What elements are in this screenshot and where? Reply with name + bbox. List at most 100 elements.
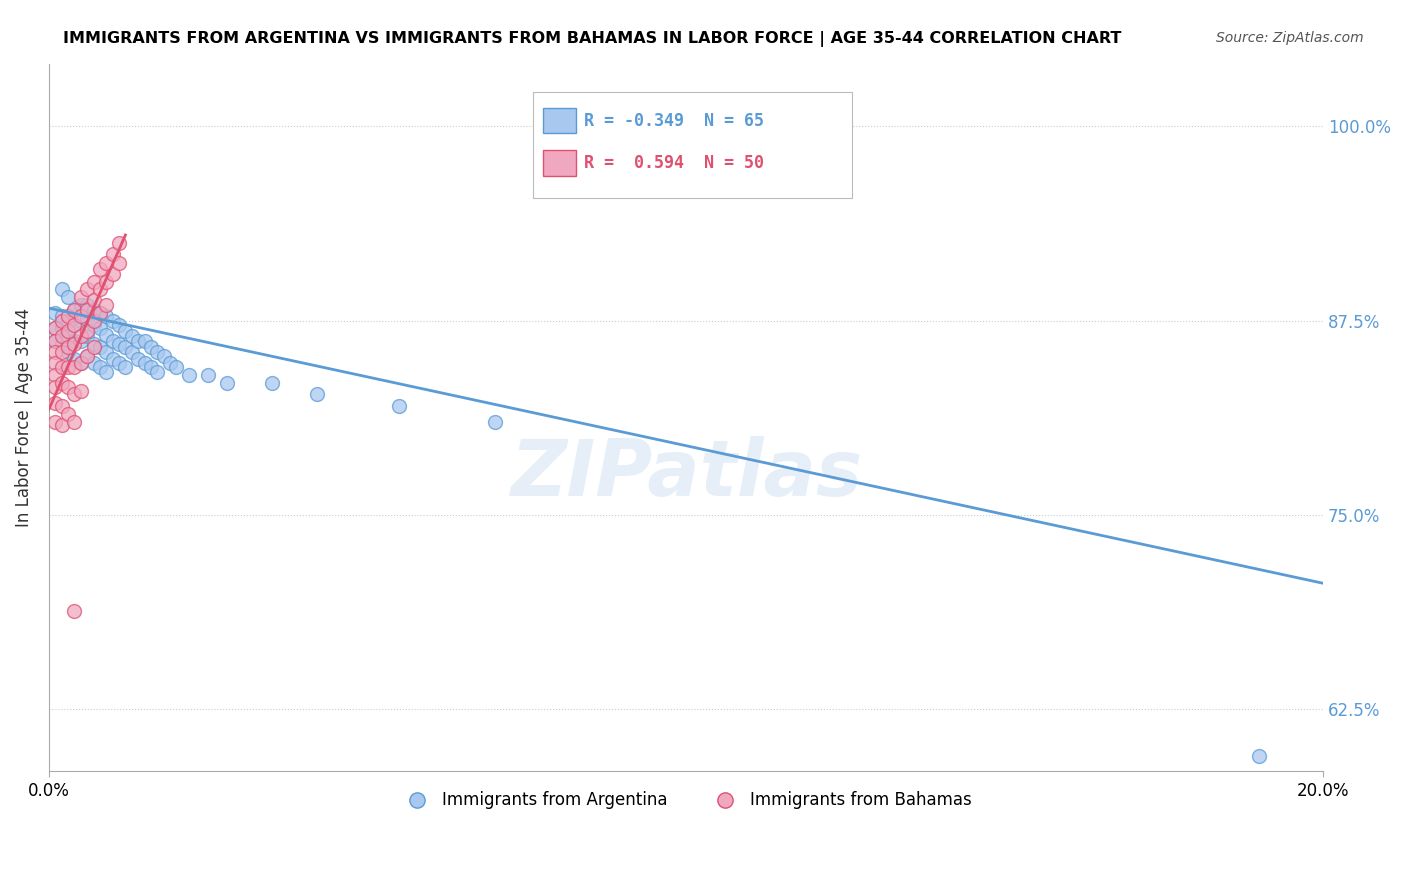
- Point: [76, 349, 98, 363]
- Point: [76, 349, 98, 363]
- Point: [76, 302, 98, 317]
- Point: [96, 275, 118, 289]
- Point: [51, 309, 73, 323]
- Point: [76, 312, 98, 326]
- Point: [139, 340, 162, 354]
- Point: [101, 246, 124, 260]
- Point: [89, 283, 111, 297]
- Point: [56, 309, 79, 323]
- Point: [484, 415, 506, 429]
- Point: [56, 329, 79, 343]
- Point: [83, 337, 105, 351]
- Point: [63, 360, 86, 375]
- Point: [108, 235, 131, 250]
- Point: [51, 329, 73, 343]
- Point: [56, 380, 79, 394]
- FancyBboxPatch shape: [543, 151, 576, 176]
- Point: [179, 368, 201, 382]
- Point: [121, 329, 143, 343]
- Point: [260, 376, 283, 390]
- Point: [152, 349, 174, 363]
- Point: [108, 355, 131, 369]
- Point: [108, 256, 131, 270]
- Point: [217, 376, 239, 390]
- Point: [63, 302, 86, 317]
- Point: [101, 334, 124, 348]
- Point: [96, 298, 118, 312]
- Point: [69, 290, 91, 304]
- FancyBboxPatch shape: [533, 93, 852, 198]
- Point: [76, 325, 98, 339]
- Point: [108, 318, 131, 333]
- Point: [134, 334, 156, 348]
- Point: [51, 417, 73, 432]
- Point: [63, 318, 86, 333]
- Point: [83, 313, 105, 327]
- Point: [101, 313, 124, 327]
- Point: [165, 360, 187, 375]
- Text: IMMIGRANTS FROM ARGENTINA VS IMMIGRANTS FROM BAHAMAS IN LABOR FORCE | AGE 35-44 : IMMIGRANTS FROM ARGENTINA VS IMMIGRANTS …: [63, 31, 1122, 47]
- Point: [76, 283, 98, 297]
- Point: [69, 329, 91, 343]
- Point: [114, 360, 136, 375]
- Point: [96, 309, 118, 323]
- Point: [51, 399, 73, 413]
- Text: R =  0.594  N = 50: R = 0.594 N = 50: [583, 154, 763, 172]
- Point: [51, 337, 73, 351]
- Point: [51, 321, 73, 335]
- Point: [44, 334, 66, 348]
- Point: [101, 352, 124, 367]
- Point: [101, 267, 124, 281]
- Point: [44, 321, 66, 335]
- Point: [89, 321, 111, 335]
- Point: [51, 313, 73, 327]
- Point: [139, 360, 162, 375]
- Point: [127, 334, 149, 348]
- Point: [56, 325, 79, 339]
- FancyBboxPatch shape: [543, 108, 576, 134]
- Point: [56, 313, 79, 327]
- Point: [44, 415, 66, 429]
- Point: [44, 396, 66, 410]
- Point: [305, 386, 328, 401]
- Point: [69, 355, 91, 369]
- Point: [51, 360, 73, 375]
- Legend: Immigrants from Argentina, Immigrants from Bahamas: Immigrants from Argentina, Immigrants fr…: [394, 785, 979, 816]
- Point: [63, 352, 86, 367]
- Point: [83, 275, 105, 289]
- Point: [83, 318, 105, 333]
- Point: [44, 380, 66, 394]
- Point: [44, 321, 66, 335]
- Point: [56, 360, 79, 375]
- Point: [159, 355, 181, 369]
- Point: [63, 334, 86, 348]
- Point: [134, 355, 156, 369]
- Point: [83, 293, 105, 308]
- Point: [96, 365, 118, 379]
- Point: [44, 355, 66, 369]
- Text: R = -0.349  N = 65: R = -0.349 N = 65: [583, 112, 763, 129]
- Point: [56, 290, 79, 304]
- Point: [89, 340, 111, 354]
- Point: [56, 340, 79, 354]
- Point: [63, 604, 86, 618]
- Point: [83, 355, 105, 369]
- Point: [44, 334, 66, 348]
- Y-axis label: In Labor Force | Age 35-44: In Labor Force | Age 35-44: [15, 308, 32, 527]
- Point: [69, 355, 91, 369]
- Point: [96, 327, 118, 342]
- Point: [44, 344, 66, 359]
- Point: [63, 337, 86, 351]
- Point: [63, 415, 86, 429]
- Point: [96, 344, 118, 359]
- Point: [69, 298, 91, 312]
- Point: [146, 365, 169, 379]
- Text: ZIPatlas: ZIPatlas: [510, 436, 862, 512]
- Point: [51, 376, 73, 390]
- Point: [89, 306, 111, 320]
- Point: [89, 262, 111, 277]
- Point: [83, 302, 105, 317]
- Point: [69, 384, 91, 398]
- Point: [76, 298, 98, 312]
- Point: [83, 340, 105, 354]
